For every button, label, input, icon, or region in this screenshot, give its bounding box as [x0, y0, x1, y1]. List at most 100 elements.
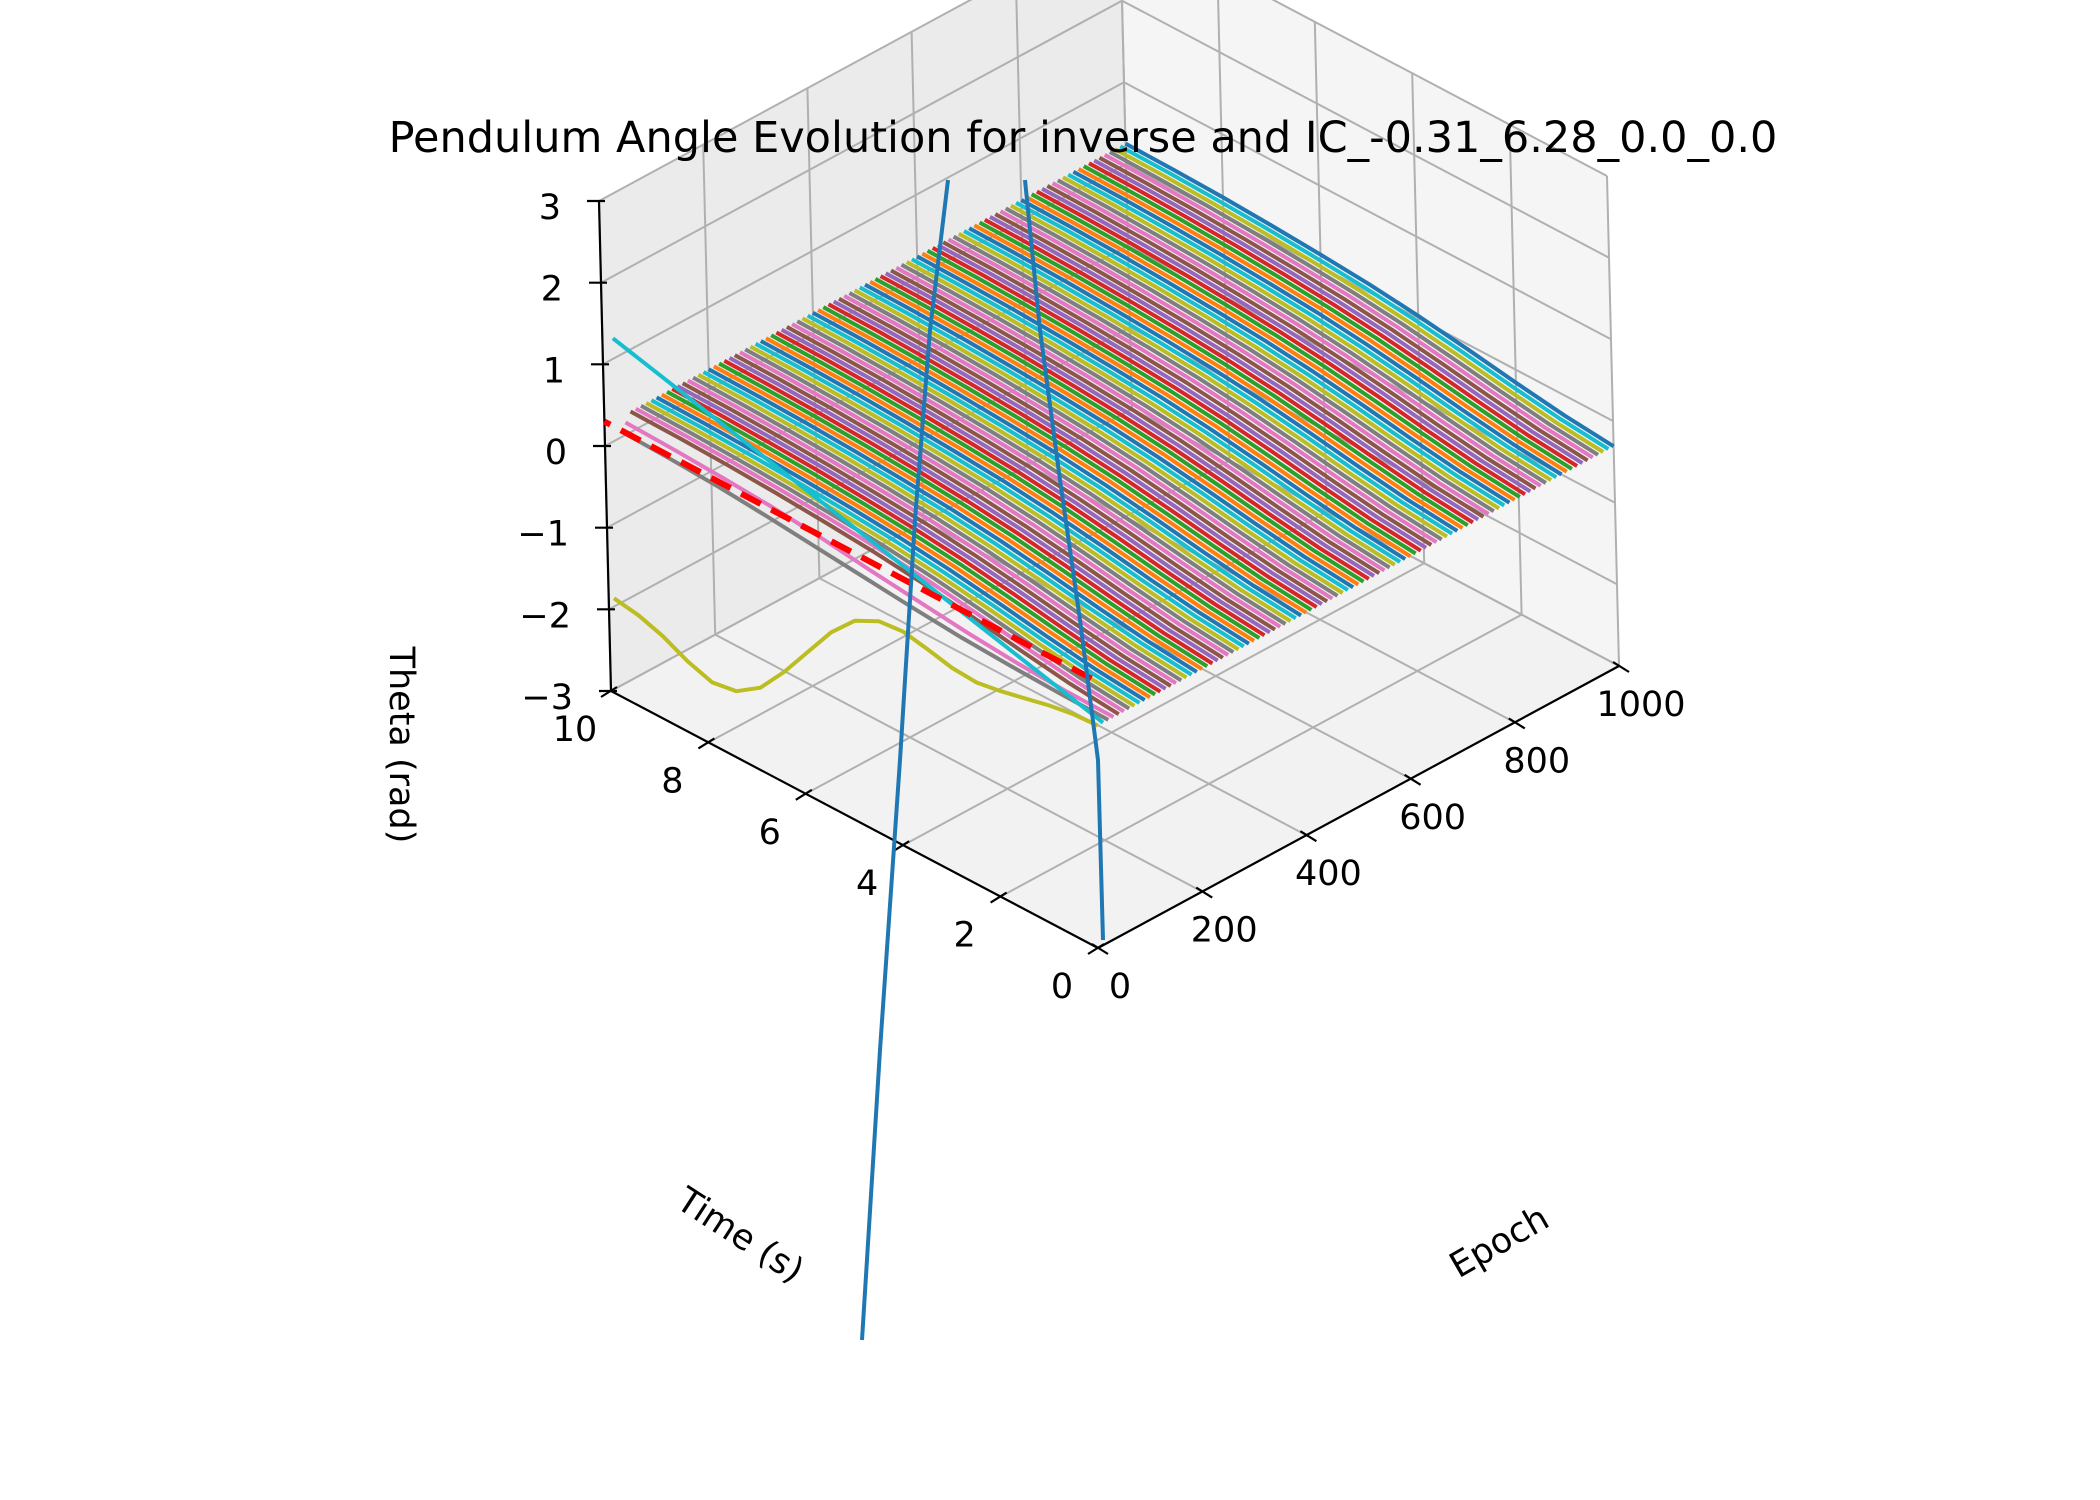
epoch-curve: [931, 246, 1422, 553]
epoch-curve: [702, 370, 1193, 677]
epoch-curve: [916, 254, 1407, 561]
y-axis-line: [610, 690, 1099, 949]
y-tick-mark: [1087, 943, 1105, 955]
epoch-curve: [1056, 178, 1547, 485]
early-epoch-curve: [619, 429, 1110, 722]
epoch-curve: [957, 232, 1448, 539]
y-axis-label: Time (s): [669, 1180, 811, 1292]
grid-line-theta: [598, 0, 1608, 202]
floor-pane: [611, 409, 1619, 948]
epoch-curve: [1093, 158, 1584, 465]
epoch-curve: [838, 296, 1329, 604]
axis-lines: [587, 199, 1630, 955]
epoch-curve: [822, 305, 1313, 612]
epoch-curve: [718, 361, 1209, 668]
epoch-curve: [629, 409, 1120, 716]
epoch-curve: [853, 288, 1344, 595]
y-tick-label: 8: [661, 761, 683, 801]
epoch-curve: [895, 265, 1386, 573]
epoch-curve: [666, 389, 1157, 697]
z-axis-label: Theta (rad): [381, 646, 421, 844]
grid-line-theta: [602, 81, 1612, 366]
x-tick-mark: [1299, 830, 1317, 843]
epoch-curve: [1077, 167, 1568, 474]
epoch-curve: [1098, 155, 1589, 463]
chart-title: Pendulum Angle Evolution for inverse and…: [389, 113, 1778, 163]
y-tick-label: 4: [856, 864, 878, 904]
epoch-curve: [942, 240, 1433, 547]
epoch-curve: [765, 336, 1256, 643]
x-tick-label: 600: [1399, 798, 1466, 838]
epoch-curve: [791, 322, 1282, 629]
epoch-curve: [900, 263, 1391, 570]
x-tick-label: 0: [1109, 967, 1131, 1007]
y-tick-label: 10: [553, 710, 598, 750]
z-tick-label: 1: [543, 351, 565, 391]
reference-dashed-line: [602, 418, 1093, 682]
epoch-curve: [890, 268, 1381, 575]
epoch-curve: [973, 223, 1464, 530]
epoch-curve: [780, 327, 1271, 635]
x-tick-label: 200: [1191, 911, 1258, 951]
data-curves: [602, 141, 1615, 1341]
x-tick-mark: [1612, 661, 1630, 673]
epoch-curve: [1088, 161, 1579, 468]
x-tick-mark: [1508, 717, 1526, 730]
early-epoch-curve: [611, 336, 1105, 725]
y-tick-mark: [892, 840, 910, 853]
x-tick-label: 1000: [1596, 685, 1685, 725]
epoch-curve: [1035, 189, 1527, 496]
epoch-curve: [994, 212, 1485, 519]
epoch-curve: [759, 339, 1250, 646]
x-axis-line: [1097, 665, 1620, 949]
epoch-curve: [707, 367, 1198, 674]
epoch-curve: [1020, 198, 1511, 505]
epoch-curve: [1009, 203, 1501, 511]
epoch-curve: [801, 316, 1292, 623]
epoch-curve: [785, 325, 1277, 632]
x-axis-label: Epoch: [1443, 1198, 1556, 1286]
epoch-curve: [1103, 153, 1594, 460]
early-epoch-curve: [612, 596, 1099, 728]
epoch-curve: [650, 398, 1141, 705]
x-tick-label: 800: [1503, 741, 1570, 781]
epoch-curve: [884, 271, 1376, 578]
initial-epoch-curve-down: [1023, 179, 1105, 941]
epoch-curve: [905, 260, 1396, 567]
z-tick-label: 3: [539, 188, 561, 228]
epoch-curve: [989, 215, 1480, 522]
z-tick-label: −2: [519, 596, 571, 636]
epoch-curve: [999, 209, 1490, 516]
epoch-curve: [1067, 172, 1558, 479]
epoch-curve: [749, 344, 1240, 652]
y-tick-mark: [697, 737, 715, 750]
epoch-curve: [874, 277, 1365, 584]
epoch-curve: [697, 373, 1188, 680]
epoch-curve: [681, 381, 1172, 688]
grid-line-theta: [600, 0, 1610, 284]
epoch-curve: [1030, 192, 1521, 499]
x-tick-mark: [1195, 886, 1213, 899]
epoch-curve: [921, 251, 1412, 558]
epoch-curve: [744, 347, 1235, 654]
epoch-curve: [692, 375, 1183, 683]
initial-epoch-curve-up: [860, 179, 950, 1341]
epoch-curve: [926, 248, 1417, 556]
epoch-curve: [817, 308, 1308, 615]
epoch-curve: [1072, 170, 1563, 477]
z-tick-label: 2: [541, 270, 563, 310]
epoch-curve: [843, 294, 1334, 601]
epoch-curve: [1015, 201, 1506, 508]
epoch-curve: [1051, 181, 1542, 488]
epoch-curve: [1114, 147, 1605, 454]
early-epoch-curve: [624, 420, 1115, 719]
epoch-curve: [655, 395, 1146, 702]
epoch-curve: [733, 353, 1224, 660]
z-tick-label: 0: [545, 433, 567, 473]
epoch-curve: [1025, 195, 1516, 502]
epoch-curve: [775, 330, 1266, 637]
epoch-curve: [686, 378, 1178, 685]
epoch-curve: [1108, 150, 1600, 457]
